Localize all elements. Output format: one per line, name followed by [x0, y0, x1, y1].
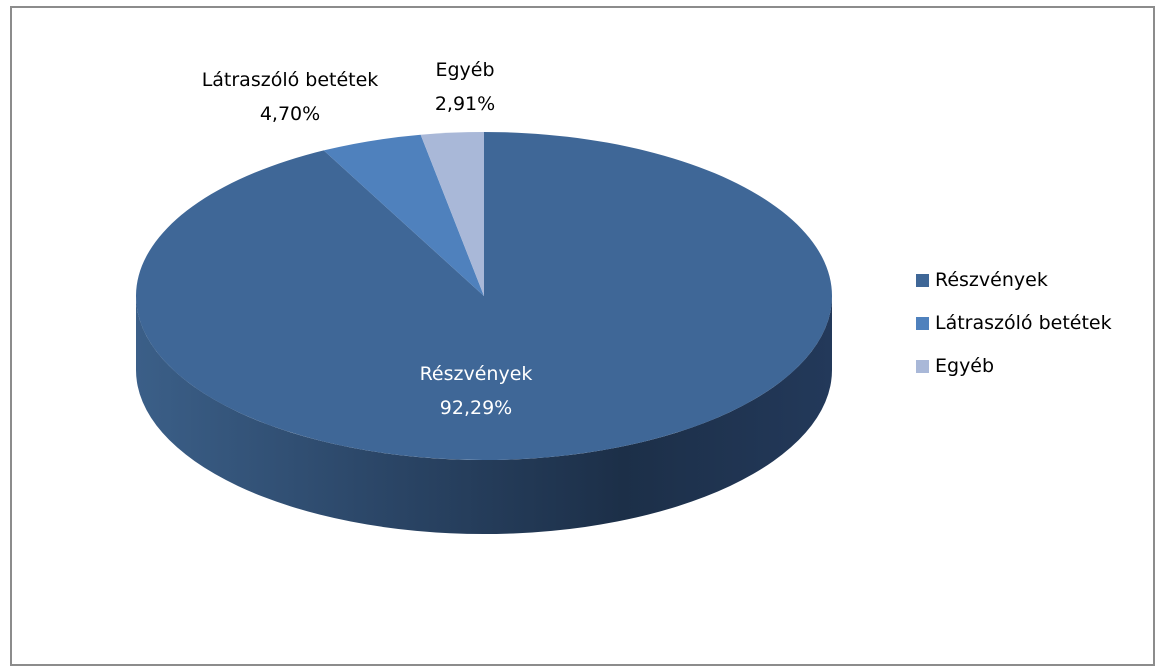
data-label-name: Látraszóló betétek [202, 69, 379, 91]
pie-slice-egyeb [420, 132, 484, 296]
data-label-name: Egyéb [435, 59, 494, 81]
legend-swatch [916, 359, 929, 373]
legend-item-latraszolo-betetek: Látraszóló betétek [916, 311, 1112, 335]
pie-side-wall-segment [136, 296, 832, 534]
legend-item-reszvenyek: Részvények [916, 268, 1112, 292]
pie-side-wall [136, 296, 832, 534]
pie-top-slices [135, 132, 832, 460]
pie-slice-latraszolo-betetek [323, 134, 484, 296]
legend-swatch [916, 316, 929, 330]
pie-slice-reszvenyek [135, 132, 832, 460]
legend-label: Egyéb [935, 355, 995, 377]
pie-labels: Részvények 92,29% Látraszóló betétek 4,70% E… [202, 59, 533, 419]
data-label-value: 2,91% [435, 93, 495, 115]
data-label-name: Részvények [420, 363, 533, 385]
data-label-value: 4,70% [260, 103, 320, 125]
legend-label: Részvények [935, 269, 1048, 291]
pie-chart: Részvények 92,29% Látraszóló betétek 4,70% E… [135, 59, 832, 534]
legend-item-egyeb: Egyéb [916, 354, 1112, 378]
legend: Részvények Látraszóló betétek Egyéb [916, 268, 1112, 397]
legend-label: Látraszóló betétek [935, 312, 1112, 334]
legend-swatch [916, 273, 929, 287]
data-label-value: 92,29% [440, 397, 512, 419]
